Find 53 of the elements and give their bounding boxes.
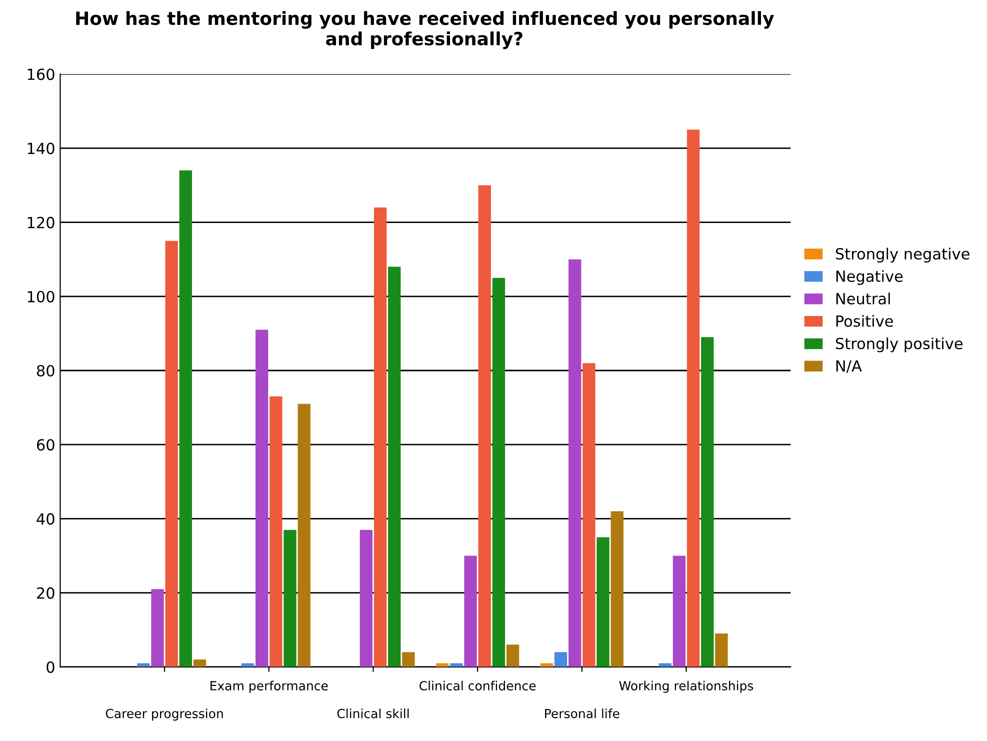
x-tick-label: Clinical confidence — [420, 680, 536, 690]
bar — [492, 278, 506, 667]
bar — [137, 663, 150, 667]
chart-title: How has the mentoring you have received influenced you personally and professionally? — [76, 11, 774, 50]
bar — [596, 537, 610, 667]
bar — [701, 337, 714, 667]
bar — [151, 589, 164, 667]
y-tick-label: 0 — [46, 661, 54, 673]
bar — [193, 659, 206, 667]
y-tick-label: 140 — [28, 142, 54, 154]
bar — [256, 330, 268, 667]
bar — [582, 363, 596, 667]
bar — [658, 663, 672, 667]
bar — [165, 240, 178, 667]
legend-label: N/A — [836, 360, 862, 373]
legend-label: Negative — [836, 270, 903, 285]
y-tick-label: 80 — [36, 364, 54, 377]
bar — [179, 170, 192, 667]
y-tick-label: 160 — [28, 68, 54, 80]
bar — [436, 663, 449, 667]
x-tick-label: Career progression — [106, 708, 223, 721]
bar — [610, 511, 624, 667]
bar — [270, 396, 282, 667]
bar — [450, 663, 463, 667]
x-tick-label: Clinical skill — [337, 708, 409, 718]
x-tick-label: Personal life — [545, 708, 620, 718]
y-tick-label: 40 — [36, 513, 54, 525]
bar — [540, 663, 554, 667]
legend-label: Strongly positive — [836, 337, 962, 352]
bar — [686, 130, 700, 667]
y-tick-label: 120 — [28, 216, 54, 228]
bar — [360, 530, 373, 667]
bar — [478, 185, 491, 667]
bar — [284, 530, 296, 667]
y-tick-label: 20 — [37, 587, 54, 599]
bar — [241, 663, 254, 667]
bar — [672, 556, 686, 667]
x-tick-label: Exam performance — [210, 680, 328, 693]
bar — [402, 652, 415, 667]
y-tick-label: 60 — [36, 439, 54, 451]
bar — [464, 556, 477, 667]
x-tick-label: Working relationships — [619, 680, 754, 693]
bar — [506, 644, 520, 667]
legend-label: Strongly negative — [836, 248, 970, 263]
bar — [388, 266, 401, 667]
legend-label: Positive — [836, 315, 893, 327]
bar — [715, 634, 728, 667]
bar — [298, 404, 310, 667]
bar — [568, 259, 582, 667]
bar — [554, 652, 568, 667]
legend-label: Neutral — [836, 292, 890, 304]
y-tick-label: 100 — [28, 290, 54, 302]
bar — [374, 207, 387, 667]
